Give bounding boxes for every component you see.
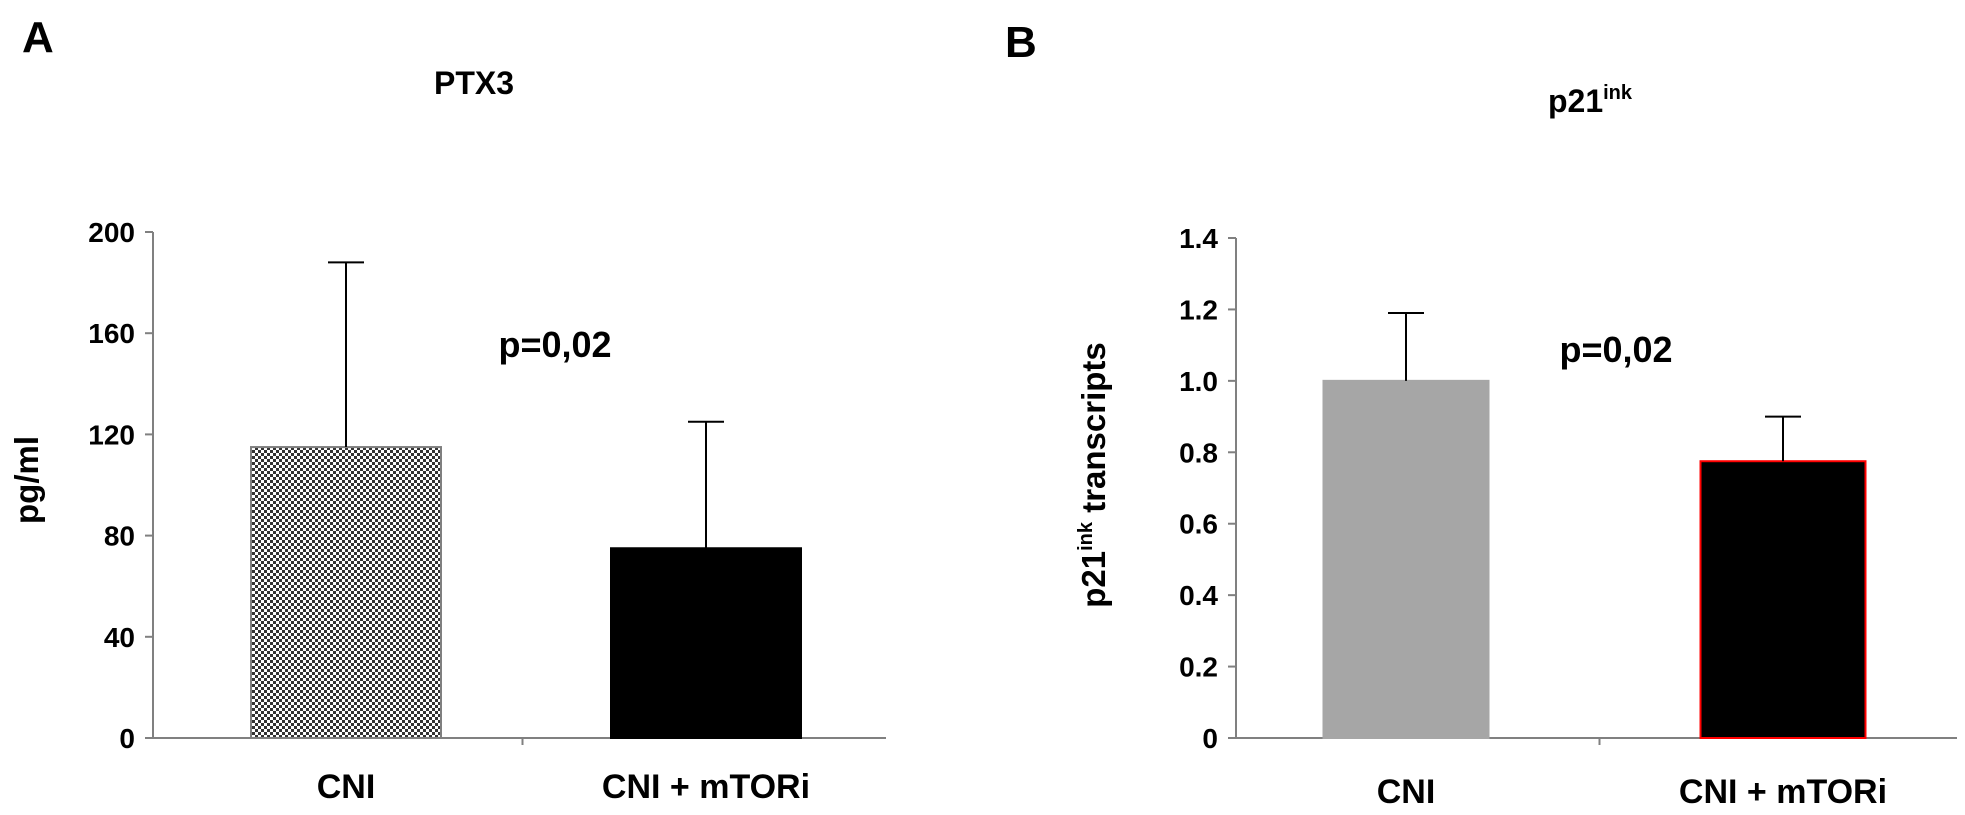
- bar-b-cni: [1322, 379, 1490, 739]
- y-axis-label-b: p21ink transcripts: [1075, 342, 1112, 608]
- chart-title-a: PTX3: [434, 65, 514, 101]
- y-tick-label-b: 1.0: [1179, 366, 1218, 397]
- p-value-annotation-b: p=0,02: [1559, 329, 1672, 370]
- y-axis-label-b-sup: ink: [1075, 521, 1097, 551]
- y-tick-label-b: 1.2: [1179, 294, 1218, 325]
- p-value-annotation-a: p=0,02: [498, 324, 611, 365]
- y-axis-label-b-main: p21: [1075, 551, 1112, 608]
- y-tick-label-a: 120: [88, 419, 135, 450]
- y-axis-label-b-rest: transcripts: [1075, 342, 1112, 522]
- y-tick-label-a: 160: [88, 318, 135, 349]
- y-tick-label-a: 40: [104, 622, 135, 653]
- bar-a-cni-mtori: [610, 547, 802, 739]
- chart-title-b: p21ink: [1548, 82, 1633, 119]
- plot-area-a: 0 40 80 120 160 200 CNI CNI + mTORi: [88, 217, 886, 806]
- y-tick-label-b: 0.2: [1179, 652, 1218, 683]
- panel-b: B p21ink p21ink transcripts p=0,02 00.20…: [1005, 18, 1957, 811]
- y-tick-label-b: 0.4: [1179, 580, 1218, 611]
- bar-a-cni: [250, 446, 442, 739]
- y-tick-label-a: 0: [119, 723, 135, 754]
- category-label-a: CNI: [317, 768, 376, 806]
- y-tick-label-b: 0.8: [1179, 437, 1218, 468]
- chart-title-b-sup: ink: [1603, 82, 1633, 104]
- y-tick-label-b: 1.4: [1179, 223, 1218, 254]
- panel-letter-a: A: [22, 13, 54, 62]
- panel-letter-b: B: [1005, 18, 1037, 67]
- y-tick-label-a: 200: [88, 217, 135, 248]
- panel-a: A PTX3 pg/ml p=0,02 0 40 80 120 160 200 CNI CNI…: [8, 13, 886, 806]
- category-label-b: CNI + mTORi: [1679, 773, 1887, 811]
- y-tick-label-b: 0.6: [1179, 509, 1218, 540]
- category-label-a: CNI + mTORi: [602, 768, 810, 806]
- bar-b-cni-mtori: [1699, 460, 1867, 739]
- y-tick-label-b: 0: [1202, 723, 1218, 754]
- y-tick-label-a: 80: [104, 521, 135, 552]
- chart-title-b-main: p21: [1548, 83, 1603, 119]
- category-label-b: CNI: [1377, 773, 1436, 811]
- plot-area-b: 0 0.2 0.4 0.6 0.8 1.0 1.2 1.4 CNI CNI + mTORi: [1179, 223, 1957, 811]
- y-axis-label-a: pg/ml: [8, 436, 45, 524]
